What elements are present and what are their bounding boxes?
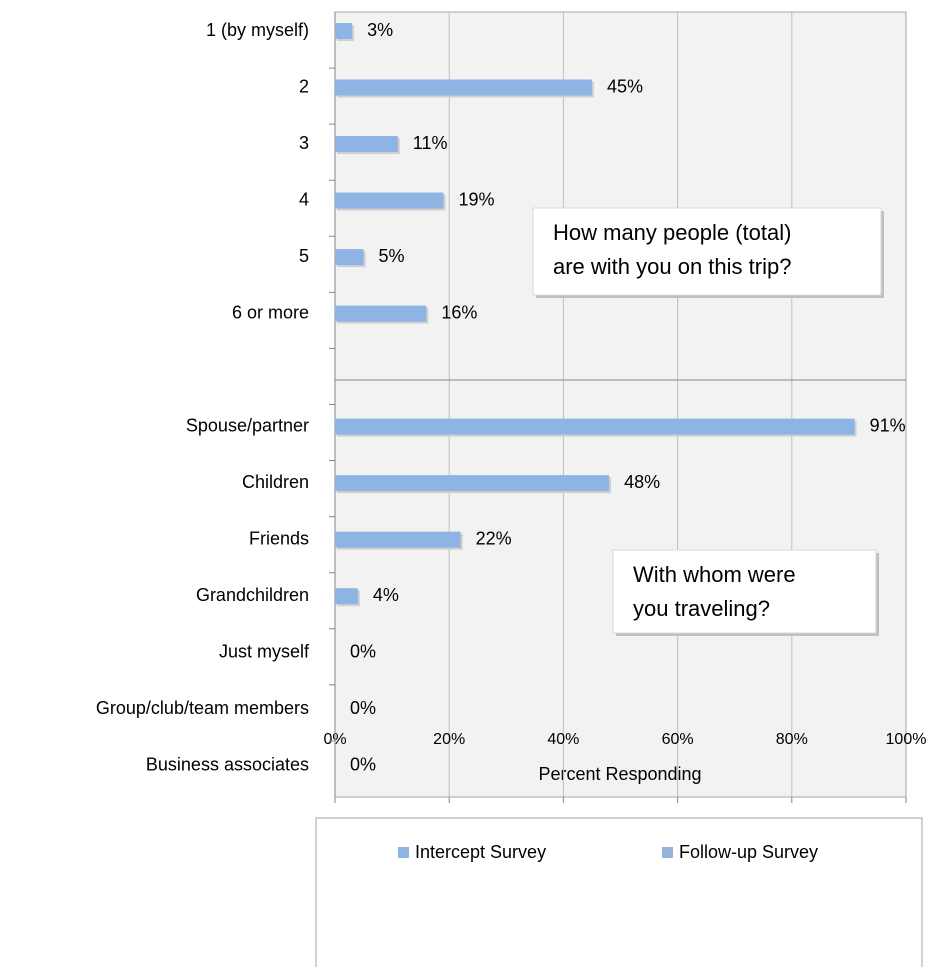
x-tick-label: 60% [662, 731, 694, 748]
y-tick-label: 4 [299, 189, 309, 209]
bar [335, 23, 353, 40]
value-label: 45% [607, 76, 643, 96]
x-axis-label: Percent Responding [538, 764, 701, 784]
y-tick-label: 3 [299, 133, 309, 153]
y-tick-label: Just myself [219, 641, 310, 661]
y-tick-label: Business associates [146, 754, 309, 774]
y-tick-label: Spouse/partner [186, 415, 309, 435]
value-label: 91% [870, 415, 906, 435]
value-label: 16% [441, 302, 477, 322]
value-label: 11% [413, 133, 448, 153]
x-tick-label: 100% [886, 731, 927, 748]
bar [335, 192, 444, 209]
y-tick-label: 1 (by myself) [206, 20, 309, 40]
bar [335, 588, 358, 605]
bar [335, 136, 398, 153]
value-label: 48% [624, 472, 660, 492]
annotation-text: How many people (total) [553, 220, 791, 245]
y-tick-label: 6 or more [232, 302, 309, 322]
value-label: 22% [476, 528, 512, 548]
bar [335, 475, 610, 492]
plot-area [334, 11, 907, 798]
value-label: 0% [350, 754, 376, 774]
legend-swatch [398, 847, 409, 858]
annotation-text: With whom were [633, 562, 796, 587]
annotation-box [612, 549, 877, 634]
bar [335, 305, 427, 322]
value-label: 5% [379, 246, 405, 266]
value-label: 4% [373, 585, 399, 605]
y-tick-label: Grandchildren [196, 585, 309, 605]
value-label: 19% [458, 189, 494, 209]
annotation-text: you traveling? [633, 596, 770, 621]
annotation-box [532, 207, 882, 296]
y-tick-label: Group/club/team members [96, 698, 309, 718]
bar [335, 79, 592, 96]
y-tick-label: Friends [249, 528, 309, 548]
x-tick-label: 20% [433, 731, 465, 748]
bar [335, 249, 364, 266]
bar [335, 418, 855, 435]
legend-box [315, 817, 923, 967]
legend-label: Intercept Survey [415, 842, 546, 862]
value-label: 3% [367, 20, 393, 40]
y-tick-label: 5 [299, 246, 309, 266]
legend-label: Follow-up Survey [679, 842, 818, 862]
bar [335, 531, 461, 548]
y-tick-label: Children [242, 472, 309, 492]
annotation-text: are with you on this trip? [553, 254, 791, 279]
legend-swatch [662, 847, 673, 858]
x-tick-label: 80% [776, 731, 808, 748]
y-tick-label: 2 [299, 76, 309, 96]
x-tick-label: 40% [547, 731, 579, 748]
value-label: 0% [350, 698, 376, 718]
value-label: 0% [350, 641, 376, 661]
